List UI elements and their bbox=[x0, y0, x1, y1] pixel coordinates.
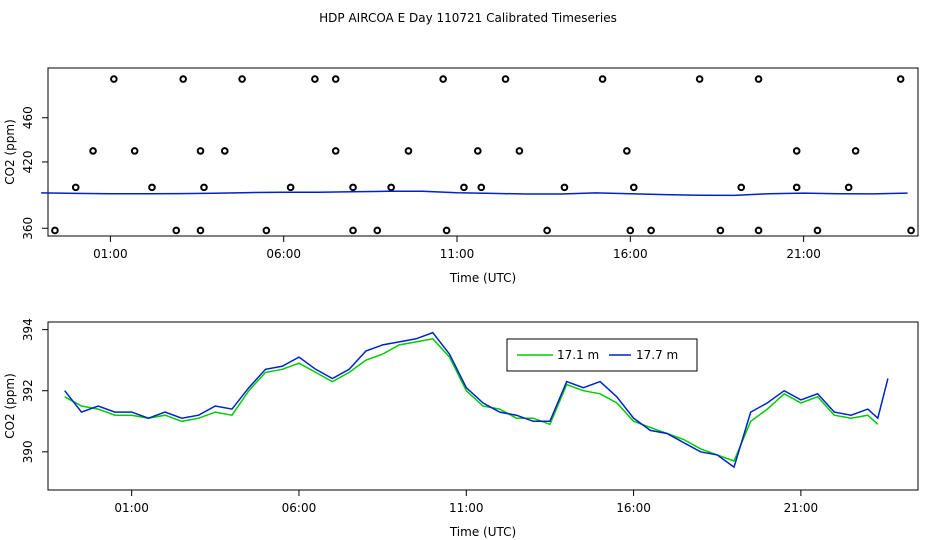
top-lines bbox=[41, 190, 908, 197]
bottom-x-tick-label: 11:00 bbox=[449, 501, 484, 515]
scatter-point bbox=[196, 147, 205, 155]
scatter-point bbox=[148, 183, 156, 192]
scatter-point bbox=[439, 75, 447, 83]
bottom-plot-frame bbox=[47, 321, 919, 491]
scatter-point bbox=[695, 75, 704, 83]
bottom-y-tick-label: 394 bbox=[21, 318, 35, 341]
scatter-point bbox=[792, 183, 801, 192]
scatter-point bbox=[560, 183, 569, 192]
scatter-point bbox=[647, 226, 655, 235]
scatter-point bbox=[626, 226, 635, 235]
scatter-point bbox=[460, 183, 468, 192]
top-y-tick-label: 460 bbox=[21, 106, 35, 129]
bottom-x-axis: 01:00 06:00 11:00 16:00 21:00 bbox=[114, 490, 818, 515]
scatter-point bbox=[238, 75, 246, 83]
bottom-y-axis: 390 392 394 bbox=[21, 318, 48, 463]
scatter-point bbox=[754, 226, 763, 235]
bottom-y-axis-label: CO2 (ppm) bbox=[3, 373, 17, 439]
bottom-x-tick-label: 01:00 bbox=[114, 501, 149, 515]
top-series-line-0 bbox=[41, 190, 908, 197]
scatter-point bbox=[196, 226, 205, 235]
top-y-axis-label: CO2 (ppm) bbox=[3, 119, 17, 185]
scatter-point bbox=[220, 147, 229, 155]
legend-label-17-7m: 17.7 m bbox=[636, 348, 678, 362]
scatter-point bbox=[716, 226, 725, 235]
top-y-axis: 360 420 460 bbox=[21, 106, 48, 240]
scatter-point bbox=[442, 226, 451, 235]
scatter-point bbox=[200, 183, 208, 192]
top-panel: 360 420 460 01:00 06:00 11:00 16:00 21:00 Time… bbox=[3, 67, 919, 285]
scatter-point bbox=[623, 147, 631, 155]
scatter-point bbox=[262, 226, 271, 235]
top-x-axis: 01:00 06:00 11:00 16:00 21:00 bbox=[93, 236, 821, 261]
bottom-panel: 390 392 394 01:00 06:00 11:00 16:00 21:00 Time… bbox=[3, 318, 919, 539]
scatter-point bbox=[130, 147, 139, 155]
scatter-point bbox=[373, 226, 382, 235]
top-x-tick-label: 01:00 bbox=[93, 247, 128, 261]
scatter-point bbox=[331, 147, 340, 155]
top-x-tick-label: 21:00 bbox=[786, 247, 821, 261]
bottom-x-tick-label: 21:00 bbox=[784, 501, 819, 515]
scatter-point bbox=[844, 183, 853, 192]
scatter-point bbox=[387, 183, 395, 192]
bottom-y-tick-label: 390 bbox=[21, 440, 35, 463]
scatter-point bbox=[629, 183, 638, 192]
bottom-series-line-1 bbox=[64, 331, 889, 469]
scatter-point bbox=[515, 147, 524, 155]
top-scatter-points bbox=[51, 75, 915, 235]
scatter-point bbox=[474, 147, 482, 155]
top-x-axis-label: Time (UTC) bbox=[449, 271, 516, 285]
bottom-lines bbox=[64, 331, 889, 469]
scatter-point bbox=[349, 226, 357, 235]
scatter-point bbox=[286, 183, 295, 192]
bottom-y-tick-label: 392 bbox=[21, 379, 35, 402]
top-x-tick-label: 16:00 bbox=[613, 247, 648, 261]
scatter-point bbox=[851, 147, 860, 155]
top-y-tick-label: 420 bbox=[21, 150, 35, 173]
scatter-point bbox=[179, 75, 187, 83]
scatter-point bbox=[543, 226, 551, 235]
bottom-series-line-0 bbox=[64, 337, 879, 462]
scatter-point bbox=[172, 226, 181, 235]
scatter-point bbox=[477, 183, 486, 192]
scatter-point bbox=[110, 75, 118, 83]
legend-box bbox=[506, 338, 698, 372]
scatter-point bbox=[501, 75, 510, 83]
scatter-point bbox=[311, 75, 319, 83]
scatter-point bbox=[71, 183, 80, 192]
scatter-point bbox=[907, 226, 915, 235]
scatter-point bbox=[813, 226, 822, 235]
scatter-point bbox=[598, 75, 607, 83]
scatter-point bbox=[754, 75, 763, 83]
legend-label-17-1m: 17.1 m bbox=[557, 348, 599, 362]
legend: 17.1 m 17.7 m bbox=[506, 338, 698, 372]
top-plot-frame bbox=[47, 67, 919, 237]
bottom-x-tick-label: 06:00 bbox=[282, 501, 317, 515]
scatter-point bbox=[404, 147, 413, 155]
bottom-x-tick-label: 16:00 bbox=[616, 501, 651, 515]
top-x-tick-label: 06:00 bbox=[266, 247, 301, 261]
scatter-point bbox=[349, 183, 357, 192]
scatter-point bbox=[792, 147, 801, 155]
bottom-x-axis-label: Time (UTC) bbox=[449, 525, 516, 539]
scatter-point bbox=[737, 183, 746, 192]
top-x-tick-label: 11:00 bbox=[440, 247, 475, 261]
scatter-point bbox=[331, 75, 340, 83]
scatter-point bbox=[51, 226, 59, 235]
scatter-point bbox=[89, 147, 97, 155]
scatter-point bbox=[896, 75, 905, 83]
chart-title: HDP AIRCOA E Day 110721 Calibrated Times… bbox=[319, 11, 617, 25]
top-y-tick-label: 360 bbox=[21, 217, 35, 240]
